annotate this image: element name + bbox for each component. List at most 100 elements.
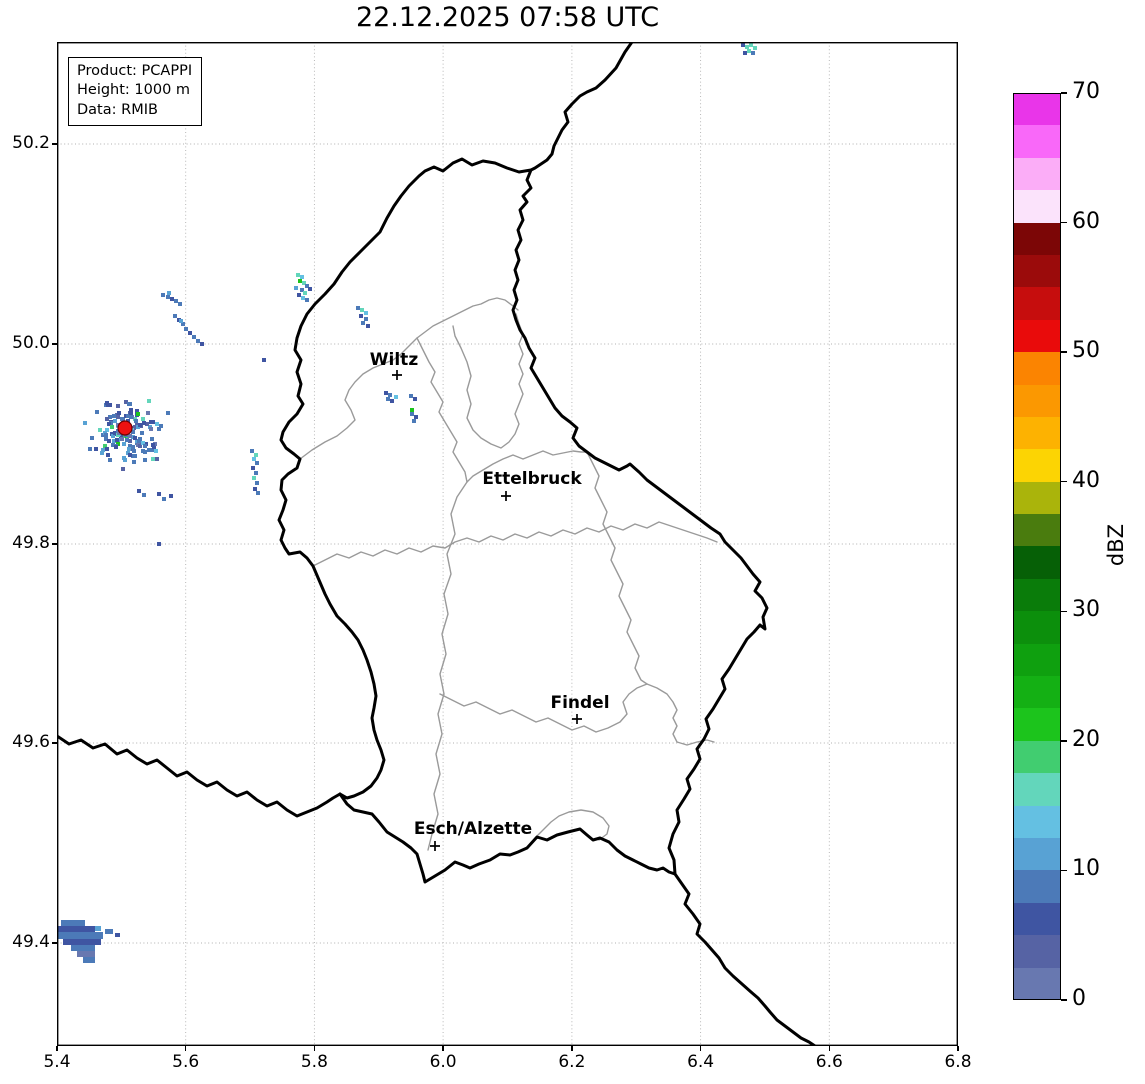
echo-pixel xyxy=(297,293,301,297)
echo-pixel xyxy=(254,453,258,457)
echo-pixel xyxy=(255,461,259,465)
colorbar-segment xyxy=(1013,416,1061,450)
echo-pixel xyxy=(294,286,298,290)
colorbar-segment xyxy=(1013,902,1061,936)
clutter-pixel xyxy=(143,458,147,462)
clutter-pixel xyxy=(125,438,129,442)
echo-rect xyxy=(77,951,95,957)
clutter-pixel xyxy=(112,439,116,443)
echo-pixel xyxy=(305,298,309,302)
echo-pixel xyxy=(300,288,304,292)
clutter-pixel xyxy=(120,417,124,421)
colorbar-segment xyxy=(1013,870,1061,903)
clutter-pixel xyxy=(95,410,99,414)
clutter-pixel xyxy=(134,419,138,423)
colorbar xyxy=(1013,93,1061,1000)
clutter-pixel xyxy=(122,442,126,446)
clutter-pixel xyxy=(116,415,120,419)
echo-rect xyxy=(105,929,113,934)
clutter-pixel xyxy=(145,422,149,426)
y-tick-label: 50.2 xyxy=(12,133,50,153)
clutter-pixel xyxy=(121,467,125,471)
x-tick-label: 5.6 xyxy=(172,1052,200,1072)
echo-rect xyxy=(83,957,95,963)
echo-pixel xyxy=(173,314,177,318)
y-tick-label: 49.6 xyxy=(12,732,50,752)
colorbar-tick-label: 50 xyxy=(1072,338,1100,364)
clutter-pixel xyxy=(128,434,132,438)
clutter-pixel xyxy=(88,447,92,451)
map-plot-area: Product: PCAPPI Height: 1000 m Data: RMI… xyxy=(57,42,958,1046)
clutter-pixel xyxy=(112,414,116,418)
colorbar-tick-mark xyxy=(1061,92,1067,94)
clutter-pixel xyxy=(133,436,137,440)
clutter-pixel xyxy=(141,417,145,421)
echo-pixel xyxy=(142,493,146,497)
colorbar-segment xyxy=(1013,93,1061,126)
y-tick-mark xyxy=(52,543,57,545)
clutter-pixel xyxy=(140,431,144,435)
colorbar-tick-mark xyxy=(1061,351,1067,353)
colorbar-tick-label: 0 xyxy=(1072,986,1086,1011)
colorbar-segment xyxy=(1013,611,1061,644)
grid-lines xyxy=(57,42,958,1046)
clutter-pixel xyxy=(135,409,139,413)
city-markers xyxy=(117,370,582,851)
echo-pixel xyxy=(174,299,178,303)
colorbar-segment xyxy=(1013,125,1061,158)
echo-pixel xyxy=(749,43,753,47)
echo-pixel xyxy=(412,419,416,423)
luxembourg-border xyxy=(277,157,769,884)
echo-pixel xyxy=(413,397,417,401)
colorbar-label: dBZ xyxy=(1104,523,1128,567)
clutter-pixel xyxy=(83,421,87,425)
colorbar-segment xyxy=(1013,254,1061,288)
echo-pixel xyxy=(157,542,161,546)
clutter-pixel xyxy=(108,415,112,419)
clutter-pixel xyxy=(104,437,108,441)
clutter-pixel xyxy=(129,408,133,412)
echo-pixel xyxy=(162,497,166,501)
echo-pixel xyxy=(167,291,171,295)
clutter-pixel xyxy=(105,428,109,432)
y-tick-label: 50.0 xyxy=(12,333,50,353)
clutter-pixel xyxy=(128,444,132,448)
echo-pixel xyxy=(200,342,204,346)
colorbar-tick-mark xyxy=(1061,481,1067,483)
colorbar-tick-label: 10 xyxy=(1072,856,1100,882)
echo-pixel xyxy=(360,308,364,312)
colorbar-tick-mark xyxy=(1061,740,1067,742)
echo-pixel xyxy=(178,302,182,306)
x-tick-label: 5.4 xyxy=(43,1052,71,1072)
plot-title: 22.12.2025 07:58 UTC xyxy=(355,2,660,33)
echo-pixel xyxy=(356,306,360,310)
y-tick-mark xyxy=(52,942,57,944)
echo-pixel xyxy=(184,327,188,331)
clutter-pixel xyxy=(150,437,154,441)
city-plus-marker xyxy=(572,714,582,724)
france-germany-border xyxy=(673,872,817,1046)
x-tick-label: 6.4 xyxy=(687,1052,715,1072)
colorbar-segment xyxy=(1013,514,1061,547)
y-tick-mark xyxy=(52,742,57,744)
y-tick-mark xyxy=(52,143,57,145)
echo-pixel xyxy=(308,287,312,291)
echo-pixel xyxy=(157,492,161,496)
echo-pixel xyxy=(409,394,413,398)
clutter-pixel xyxy=(117,431,121,435)
colorbar-segment xyxy=(1013,643,1061,677)
clutter-pixel xyxy=(151,443,155,447)
echo-pixel xyxy=(303,291,307,295)
clutter-pixel xyxy=(131,454,135,458)
city-plus-marker xyxy=(392,370,402,380)
colorbar-tick-mark xyxy=(1061,610,1067,612)
clutter-pixel xyxy=(110,425,114,429)
clutter-pixel xyxy=(127,447,131,451)
echo-pixel xyxy=(751,51,755,55)
clutter-pixel xyxy=(150,448,154,452)
colorbar-segment xyxy=(1013,578,1061,612)
clutter-pixel xyxy=(137,439,141,443)
echo-pixel xyxy=(747,49,751,53)
x-tick-mark xyxy=(571,1046,573,1051)
